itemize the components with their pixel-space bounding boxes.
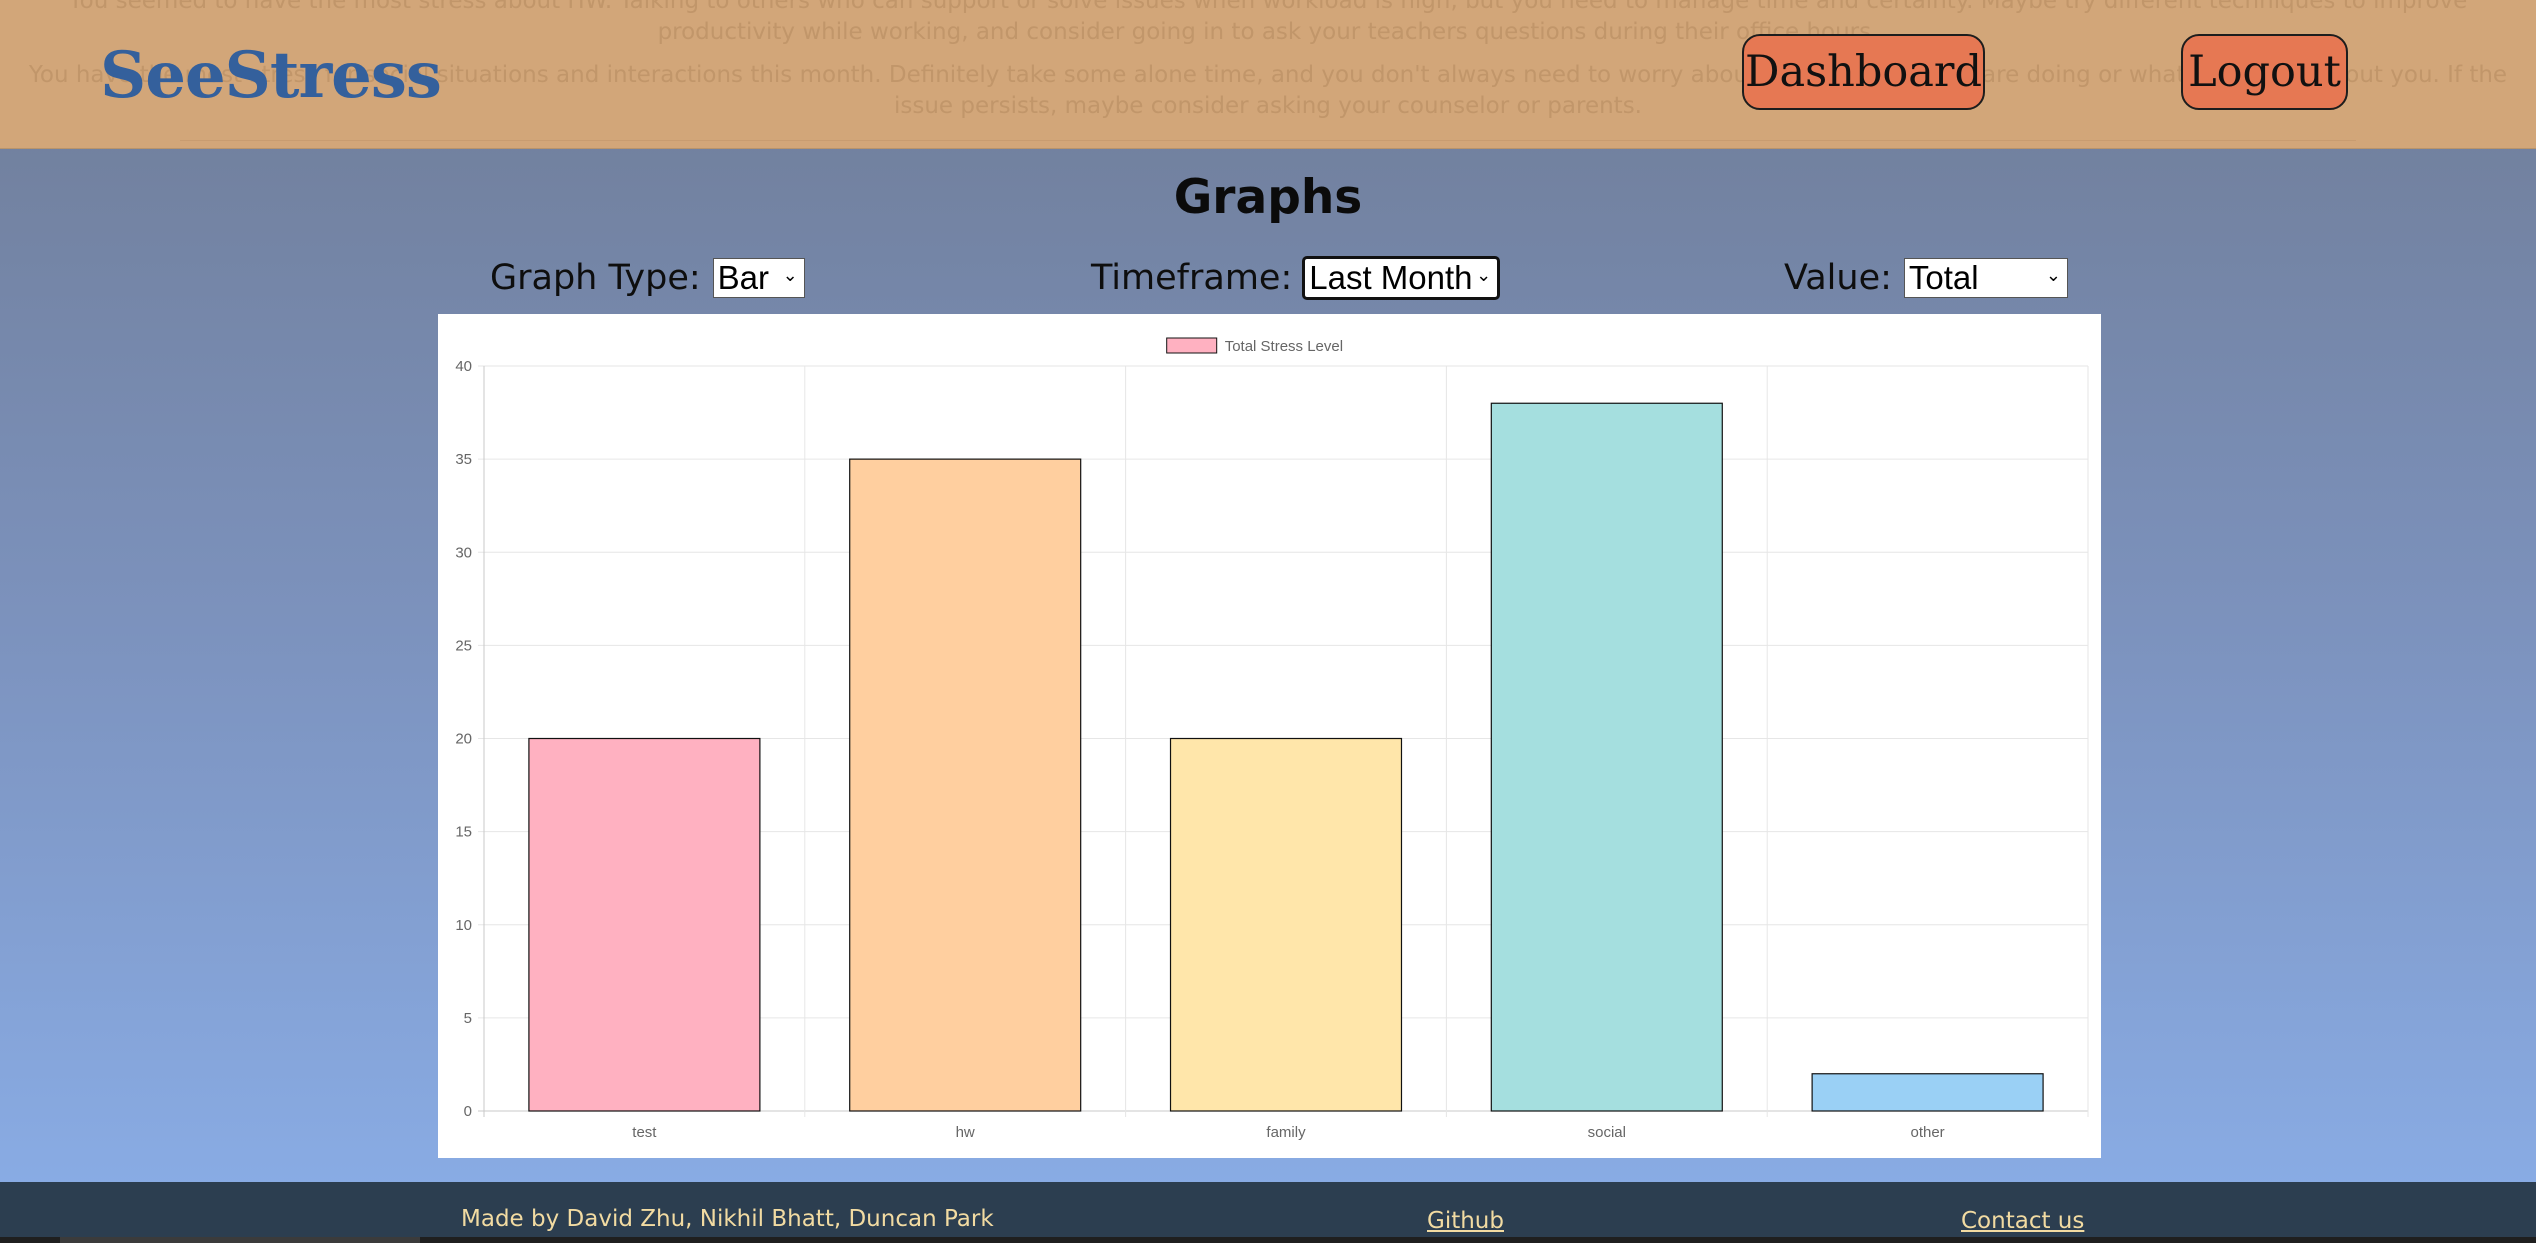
x-tick-label: other [1910,1124,1944,1141]
y-tick-label: 5 [464,1010,472,1027]
y-tick-label: 15 [455,824,472,841]
bar-family [1169,737,1403,1112]
x-tick-label: hw [956,1124,975,1141]
github-link[interactable]: Github [1427,1208,1504,1234]
value-label: Value: [1784,258,1892,298]
stress-message-hw: You seemed to have the most stress about… [68,0,2468,45]
chevron-down-icon: ⌄ [1476,265,1492,285]
timeframe-label: Timeframe: [1091,258,1293,298]
header-divider [180,140,2356,141]
graph-type-select[interactable]: Bar ⌄ [712,258,805,298]
graph-type-value: Bar [717,259,770,296]
bar-test [528,737,761,1112]
site-header: You seemed to have the most stress about… [0,0,2536,149]
contact-link[interactable]: Contact us [1961,1208,2085,1234]
value-value: Total [1908,259,1979,296]
stress-chart: 0 5 10 15 20 25 30 35 40 test hw family social other T… [438,314,2101,1158]
y-tick-label: 10 [455,917,472,934]
y-tick-label: 0 [464,1103,472,1120]
horizontal-scrollbar[interactable] [0,1237,2536,1243]
y-tick-label: 30 [455,544,472,561]
footer-credit: Made by David Zhu, Nikhil Bhatt, Duncan … [461,1206,994,1232]
chart-canvas: 0 5 10 15 20 25 30 35 40 test hw family social other T… [455,337,2089,1141]
legend-label: Total Stress Level [1225,338,1343,355]
value-control: Value: Total ⌄ [1784,258,2068,298]
x-tick-label: social [1588,1124,1626,1141]
bar-hw [849,458,1082,1112]
graph-type-label: Graph Type: [490,258,701,298]
x-tick-label: family [1266,1124,1306,1141]
y-tick-label: 20 [455,731,472,748]
timeframe-control: Timeframe: Last Month ⌄ [1091,256,1501,300]
site-footer: Made by David Zhu, Nikhil Bhatt, Duncan … [0,1182,2536,1243]
bar-social [1490,402,1723,1112]
stress-message-social: You have the most stress for social situ… [28,62,2508,119]
bar-other [1811,1073,2044,1112]
timeframe-value: Last Month [1309,259,1473,296]
site-logo[interactable]: SeeStress [100,38,442,113]
scrollbar-thumb[interactable] [60,1237,420,1243]
page-title: Graphs [1173,170,1363,225]
logout-button[interactable]: Logout [2181,34,2348,110]
timeframe-select[interactable]: Last Month ⌄ [1302,256,1501,300]
dashboard-button[interactable]: Dashboard [1742,34,1985,110]
x-tick-label: test [632,1124,657,1141]
y-tick-label: 40 [455,358,472,375]
y-tick-label: 35 [455,451,472,468]
chevron-down-icon: ⌄ [782,265,798,285]
chevron-down-icon: ⌄ [2045,265,2061,285]
graph-type-control: Graph Type: Bar ⌄ [490,258,805,298]
legend-swatch [1166,337,1218,354]
y-tick-label: 25 [455,637,472,654]
value-select[interactable]: Total ⌄ [1903,258,2068,298]
